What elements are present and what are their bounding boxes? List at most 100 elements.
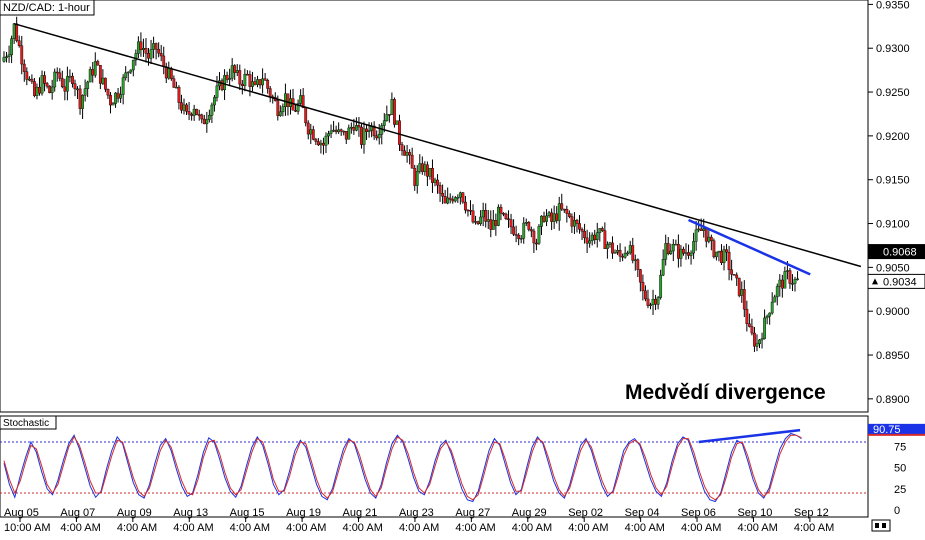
stochastic-tick-label: 25 (894, 484, 906, 496)
time-tick-time: 4:00 AM (399, 522, 439, 534)
stochastic-trendlines (698, 428, 801, 444)
candle (377, 124, 381, 145)
candle (479, 210, 483, 226)
candle (788, 267, 792, 289)
candle (504, 212, 508, 221)
candle (329, 124, 333, 139)
candle (641, 274, 645, 301)
candle (301, 88, 305, 109)
candle (679, 245, 683, 267)
chart-title: NZD/CAD: 1-hour (3, 2, 90, 14)
candle (261, 68, 264, 94)
candle (187, 101, 191, 121)
candle (666, 237, 670, 256)
candle (618, 243, 622, 262)
candle (595, 222, 599, 248)
candle (159, 44, 163, 62)
stochastic-readout: 90.75 (868, 423, 925, 436)
candle (185, 103, 188, 115)
time-tick-date: Aug 19 (286, 507, 321, 519)
candle (671, 239, 675, 262)
trendline-long[interactable] (13, 22, 862, 268)
candle (372, 121, 376, 140)
price-panel[interactable]: 0.9350 0.9300 0.9250 0.9200 0.9150 0.9100 0.90… (0, 0, 925, 413)
time-tick: Aug 29 4:00 AM (512, 507, 552, 534)
divergence-annotation: Medvědí divergence (625, 381, 826, 404)
candle (177, 85, 181, 110)
time-tick-time: 4:00 AM (568, 522, 608, 534)
candle (796, 271, 799, 281)
price-tick-label: 0.8950 (876, 350, 910, 362)
candle (742, 280, 746, 318)
candle (395, 120, 399, 125)
candle (172, 75, 176, 88)
candle (400, 141, 404, 156)
stochastic-title: Stochastic (3, 418, 49, 429)
time-tick-date: Aug 07 (60, 507, 95, 519)
candle (60, 70, 64, 89)
time-tick-time: 4:00 AM (455, 522, 495, 534)
time-tick: Aug 07 4:00 AM (60, 507, 100, 534)
candle (763, 309, 766, 340)
stochastic-divergence-line[interactable] (698, 428, 801, 444)
candle (129, 69, 133, 75)
time-tick-date: Aug 09 (117, 507, 152, 519)
trendline-short[interactable] (688, 218, 811, 276)
candle (124, 66, 128, 81)
candle (233, 64, 237, 81)
candle (791, 274, 794, 292)
candle (611, 236, 614, 259)
candle (585, 229, 589, 254)
stochastic-tick-label: 0 (894, 505, 900, 517)
candle (461, 192, 465, 204)
candle (65, 66, 69, 101)
candle (40, 70, 44, 96)
time-tick-time: 4:00 AM (117, 522, 157, 534)
candle (514, 225, 518, 243)
candle (398, 114, 401, 151)
candle (213, 95, 216, 112)
candle (580, 227, 584, 241)
candle (228, 68, 232, 87)
stochastic-panel[interactable]: 75 50 25 0 Stochastic 90.75 (0, 415, 925, 518)
candle (93, 52, 97, 78)
candle (732, 274, 736, 276)
candle (725, 243, 728, 262)
candle (626, 250, 630, 256)
candle (484, 203, 488, 228)
candle (50, 79, 54, 100)
time-tick-time: 4:00 AM (681, 522, 721, 534)
chart-scroll-icon[interactable] (871, 519, 891, 532)
candle (522, 217, 526, 244)
candle (603, 222, 607, 249)
candle (83, 79, 87, 102)
candle (2, 51, 6, 63)
candle (765, 314, 769, 325)
candle (154, 42, 158, 60)
candle (17, 35, 21, 48)
stochastic-title-box (0, 415, 57, 430)
candle (365, 124, 368, 140)
stochastic-levels (0, 441, 868, 494)
stochastic-axis: 75 50 25 0 (894, 441, 906, 517)
candle (753, 326, 756, 352)
candle (712, 238, 716, 259)
time-tick: Aug 21 4:00 AM (343, 507, 383, 534)
candle (357, 116, 361, 137)
candle (760, 332, 764, 349)
candle (502, 212, 505, 217)
candle (382, 113, 386, 133)
time-tick-date: Aug 15 (230, 507, 265, 519)
candle (775, 283, 779, 306)
candle (109, 92, 112, 114)
candle (410, 147, 414, 169)
time-tick: Sep 10 4:00 AM (737, 507, 777, 534)
candle (207, 109, 211, 123)
candle (86, 80, 90, 97)
candle (415, 165, 419, 194)
candle (715, 251, 718, 261)
candle (737, 277, 741, 298)
price-tick-label: 0.9100 (876, 219, 910, 231)
candle (81, 94, 84, 120)
